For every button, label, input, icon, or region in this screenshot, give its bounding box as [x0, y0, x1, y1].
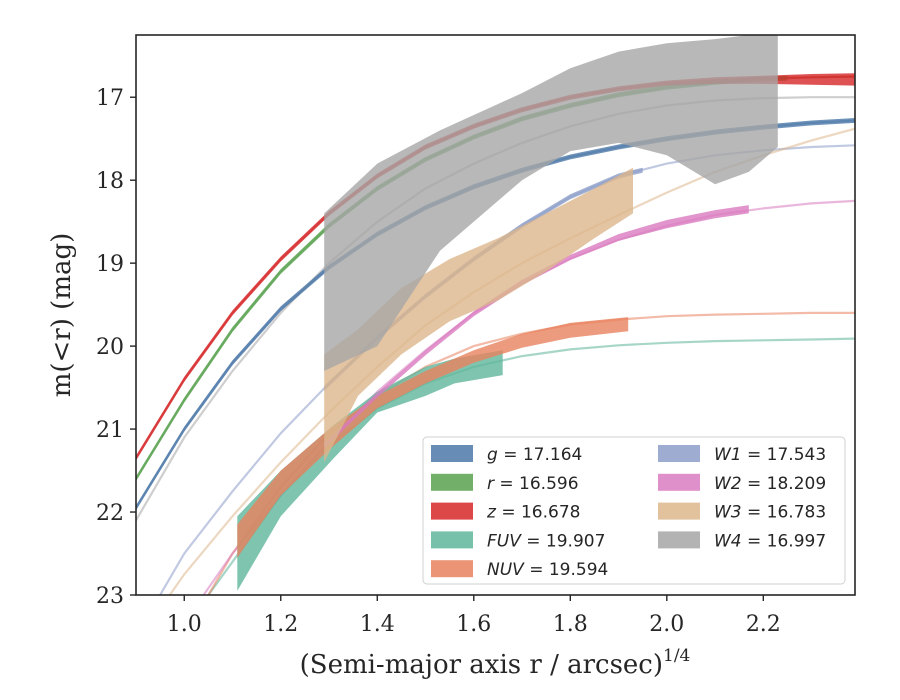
legend-swatch-fuv	[431, 531, 473, 549]
y-tick-label: 20	[96, 335, 124, 360]
legend-swatch-nuv	[431, 560, 473, 578]
legend-swatch-w3	[658, 502, 700, 520]
legend-swatch-w4	[658, 531, 700, 549]
plot-frame	[135, 34, 856, 596]
x-axis-label: (Semi-major axis r / arcsec)1/4	[300, 646, 691, 680]
legend-label-nuv: NUV = 19.594	[487, 560, 608, 580]
legend-swatch-w2	[658, 473, 700, 491]
y-tick-label: 18	[96, 169, 124, 194]
band-w3	[324, 167, 633, 463]
y-axis: 17 18 19 20 21 22 23	[96, 86, 136, 609]
legend-swatch-w1	[658, 445, 700, 462]
x-axis: 1.0 1.2 1.4 1.6 1.8 2.0 2.2	[167, 595, 781, 637]
y-tick-label: 19	[96, 252, 124, 277]
legend-label-fuv: FUV = 19.907	[487, 531, 605, 551]
x-tick-label: 1.2	[263, 612, 298, 637]
y-tick-label: 17	[96, 86, 124, 111]
y-tick-label: 21	[96, 418, 124, 443]
band-w4	[324, 35, 778, 371]
legend-swatch-z	[431, 502, 473, 520]
legend-label-w2: W2 = 18.209	[714, 474, 826, 494]
legend-swatch-g	[431, 445, 473, 462]
legend-label-g: g = 17.164	[487, 445, 582, 465]
x-tick-label: 1.0	[167, 612, 202, 637]
x-tick-label: 1.6	[456, 612, 491, 637]
legend-label-z: z = 16.678	[486, 503, 580, 523]
y-tick-label: 23	[96, 584, 124, 609]
x-tick-label: 2.0	[649, 612, 684, 637]
legend: g = 17.164 r = 16.596 z = 16.678 FUV = 19.9…	[422, 436, 846, 585]
legend-label-r: r = 16.596	[487, 474, 579, 494]
x-tick-label: 1.8	[553, 612, 588, 637]
legend-label-w1: W1 = 17.543	[714, 445, 826, 465]
legend-swatch-r	[431, 473, 473, 491]
plot-area	[136, 35, 855, 595]
y-axis-label: m(<r) (mag)	[47, 233, 77, 398]
x-tick-label: 2.2	[746, 612, 781, 637]
legend-label-w3: W3 = 16.783	[714, 503, 826, 523]
legend-label-w4: W4 = 16.997	[714, 531, 826, 551]
y-tick-label: 22	[96, 501, 124, 526]
x-tick-label: 1.4	[360, 612, 395, 637]
